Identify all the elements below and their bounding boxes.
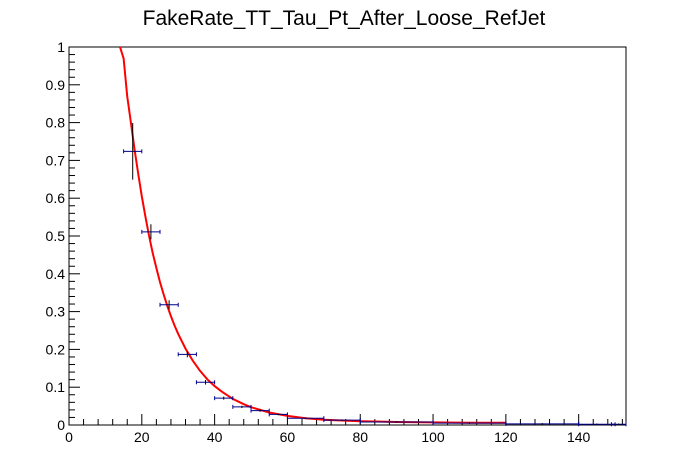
x-axis: 0 20 40 60 80 100 120 140 (65, 414, 623, 445)
data-point (123, 122, 143, 180)
y-axis: 0 0.1 0.2 0.3 0.4 0.5 0.6 0.7 0.8 0.9 1 (46, 39, 80, 433)
fit-curve-layer (119, 46, 506, 424)
y-tick-label: 0 (57, 417, 65, 433)
y-tick-label: 0.5 (46, 228, 66, 244)
data-point (195, 380, 216, 385)
data-point (232, 404, 252, 409)
y-tick-label: 0.3 (46, 304, 66, 320)
x-tick-label: 100 (421, 429, 445, 445)
data-point (578, 422, 616, 427)
x-tick-label: 120 (494, 429, 518, 445)
x-tick-label: 60 (280, 429, 296, 445)
x-tick-label: 0 (65, 429, 73, 445)
y-tick-label: 1 (57, 39, 65, 55)
y-tick-label: 0.8 (46, 115, 66, 131)
y-tick-label: 0.9 (46, 77, 66, 93)
x-tick-label: 80 (352, 429, 368, 445)
data-points-layer (123, 122, 627, 427)
data-point (141, 224, 161, 240)
x-tick-label: 140 (567, 429, 591, 445)
y-tick-label: 0.6 (46, 190, 66, 206)
plot-frame (68, 46, 627, 426)
data-point (177, 351, 197, 358)
fit-curve (119, 46, 506, 424)
data-point (214, 396, 234, 401)
x-tick-label: 20 (134, 429, 150, 445)
data-point (268, 412, 288, 417)
chart-title: FakeRate_TT_Tau_Pt_After_Loose_RefJet (143, 7, 546, 30)
y-tick-label: 0.7 (46, 152, 66, 168)
data-point (250, 408, 270, 413)
y-tick-label: 0.1 (46, 379, 66, 395)
y-tick-label: 0.4 (46, 266, 66, 282)
y-tick-label: 0.2 (46, 341, 66, 357)
data-point (159, 300, 179, 310)
x-tick-label: 40 (207, 429, 223, 445)
data-point (610, 422, 627, 427)
